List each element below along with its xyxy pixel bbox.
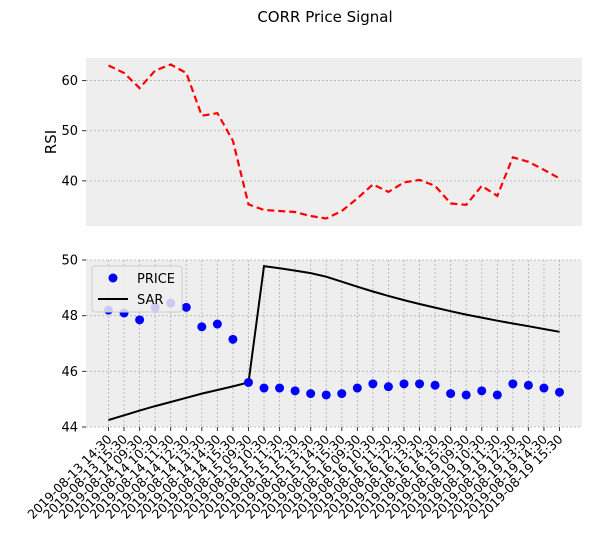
legend: PRICE SAR [91,265,183,313]
price-point [555,387,564,397]
price-point [492,390,502,400]
price-y-tick-label: 48 [61,309,78,324]
rsi-panel: 40 50 60 RSI [42,58,582,226]
price-point [228,334,238,344]
rsi-y-tick-label: 60 [61,74,78,89]
price-point [275,383,285,393]
price-point [321,390,331,400]
sar-line [108,264,560,421]
price-point [306,389,316,399]
price-y-axis: 44 46 48 50 [61,254,86,436]
price-gridlines [86,259,582,428]
price-point [383,382,393,392]
price-point [259,383,269,393]
rsi-line [108,63,561,220]
legend-price-label: PRICE [137,272,175,287]
price-point [508,379,518,389]
rsi-y-tick-label: 40 [61,174,78,189]
price-y-tick-label: 44 [61,421,78,436]
price-point [430,380,440,390]
price-point [446,389,456,399]
chart-title: CORR Price Signal [257,8,392,26]
price-point [415,379,425,389]
price-y-tick-label: 46 [61,365,78,380]
price-point [290,386,300,396]
price-point [337,389,347,399]
legend-sar-label: SAR [137,293,163,308]
rsi-gridlines [86,80,582,182]
price-point [181,302,191,312]
price-point [212,319,222,329]
price-point [197,322,207,332]
price-point [477,386,487,396]
price-point [539,383,549,393]
rsi-y-axis: 40 50 60 [61,74,86,189]
rsi-y-axis-label: RSI [42,130,60,154]
legend-price-marker [108,273,118,283]
price-point [135,315,145,325]
price-point [461,390,471,400]
price-point [399,379,409,389]
price-point [352,383,362,393]
price-point [523,380,533,390]
price-y-tick-label: 50 [61,254,78,269]
price-point [368,379,378,389]
rsi-series [108,63,561,220]
rsi-y-tick-label: 50 [61,124,78,139]
rsi-plot-area [86,58,582,226]
price-point [243,377,253,387]
